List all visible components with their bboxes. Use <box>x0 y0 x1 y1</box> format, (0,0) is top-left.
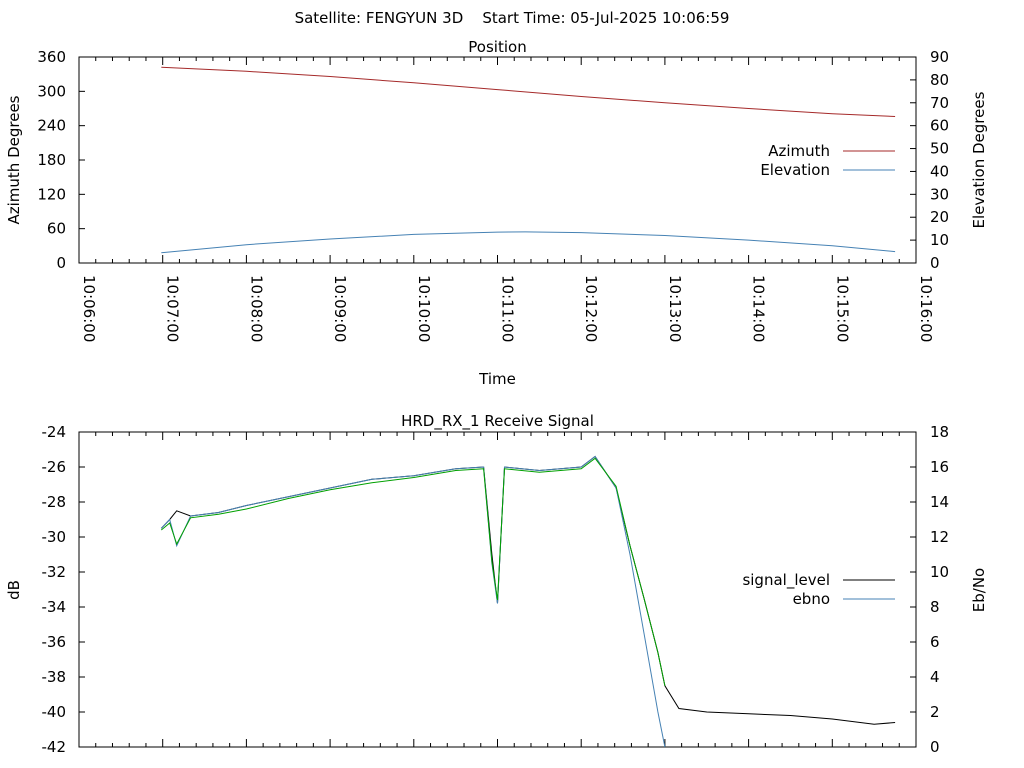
y2-tick-label: 8 <box>930 598 940 616</box>
y-tick-label: 240 <box>37 117 66 135</box>
legend-label: Azimuth <box>768 142 830 160</box>
y-tick-label: -24 <box>42 423 67 441</box>
y-tick-label: -26 <box>42 458 67 476</box>
legend-label: ebno <box>793 590 830 608</box>
x-tick-label: 10:11:00 <box>499 275 517 342</box>
y2-axis-label: Elevation Degrees <box>970 91 988 228</box>
y-tick-label: -28 <box>42 493 67 511</box>
series-line-signal_level <box>160 455 896 725</box>
y2-tick-label: 30 <box>930 185 949 203</box>
chart-2: HRD_RX_1 Receive Signal -24 -26 -28 -30 -32 -3… <box>5 412 988 756</box>
y2-tick-label: 12 <box>930 528 949 546</box>
y-tick-label: -30 <box>42 528 67 546</box>
y2-tick-label: 18 <box>930 423 949 441</box>
y-tick-label: -34 <box>42 598 67 616</box>
y-tick-label: -36 <box>42 633 67 651</box>
y2-tick-label: 0 <box>930 738 940 756</box>
chart-title: Position <box>468 38 526 56</box>
y-axis-label: dB <box>5 580 23 600</box>
y2-tick-label: 0 <box>930 254 940 272</box>
x-tick-label: 10:12:00 <box>582 275 600 342</box>
x-tick-label: 10:15:00 <box>833 275 851 342</box>
y2-tick-label: 6 <box>930 633 940 651</box>
y-tick-label: 360 <box>37 48 66 66</box>
y2-tick-label: 90 <box>930 48 949 66</box>
y-tick-label: 60 <box>47 220 66 238</box>
x-tick-label: 10:08:00 <box>247 275 265 342</box>
y-axis-label: Azimuth Degrees <box>5 95 23 224</box>
plot-frame <box>78 431 917 748</box>
legend-label: signal_level <box>742 571 830 590</box>
x-tick-label: 10:09:00 <box>331 275 349 342</box>
y2-tick-label: 2 <box>930 703 940 721</box>
series-line-Azimuth <box>161 66 896 117</box>
chart-1: Position 0 60 120 180 240 300 360 0 10 20 30 40 50 60 7… <box>5 38 988 388</box>
y-tick-label: -32 <box>42 563 67 581</box>
y-tick-label: 300 <box>37 82 66 100</box>
series-line-series-3 <box>160 457 666 686</box>
x-tick-label: 10:13:00 <box>666 275 684 342</box>
y2-tick-label: 14 <box>930 493 949 511</box>
y2-tick-label: 60 <box>930 117 949 135</box>
y2-tick-label: 70 <box>930 94 949 112</box>
figure-title: Satellite: FENGYUN 3D Start Time: 05-Jul… <box>295 9 730 27</box>
y2-tick-label: 40 <box>930 162 949 180</box>
chart-title: HRD_RX_1 Receive Signal <box>401 412 594 431</box>
x-tick-label: 10:14:00 <box>750 275 768 342</box>
y2-axis-label: Eb/No <box>970 568 988 612</box>
y-tick-label: 120 <box>37 185 66 203</box>
y2-tick-label: 10 <box>930 563 949 581</box>
y-tick-label: -38 <box>42 668 67 686</box>
legend-label: Elevation <box>760 161 830 179</box>
x-axis-label: Time <box>478 370 516 388</box>
y2-tick-label: 10 <box>930 231 949 249</box>
y-tick-label: -40 <box>42 703 67 721</box>
x-tick-label: 10:07:00 <box>164 275 182 342</box>
y2-tick-label: 4 <box>930 668 940 686</box>
x-tick-label: 10:10:00 <box>415 275 433 342</box>
series-line-ebno <box>160 455 666 748</box>
y2-tick-label: 16 <box>930 458 949 476</box>
x-tick-label: 10:06:00 <box>80 275 98 342</box>
y2-tick-label: 20 <box>930 208 949 226</box>
series-line-Elevation <box>161 231 896 254</box>
y-tick-label: 0 <box>56 254 66 272</box>
y2-tick-label: 50 <box>930 140 949 158</box>
y2-tick-label: 80 <box>930 71 949 89</box>
x-tick-label: 10:16:00 <box>917 275 935 342</box>
y-tick-label: -42 <box>42 738 67 756</box>
y-tick-label: 180 <box>37 151 66 169</box>
